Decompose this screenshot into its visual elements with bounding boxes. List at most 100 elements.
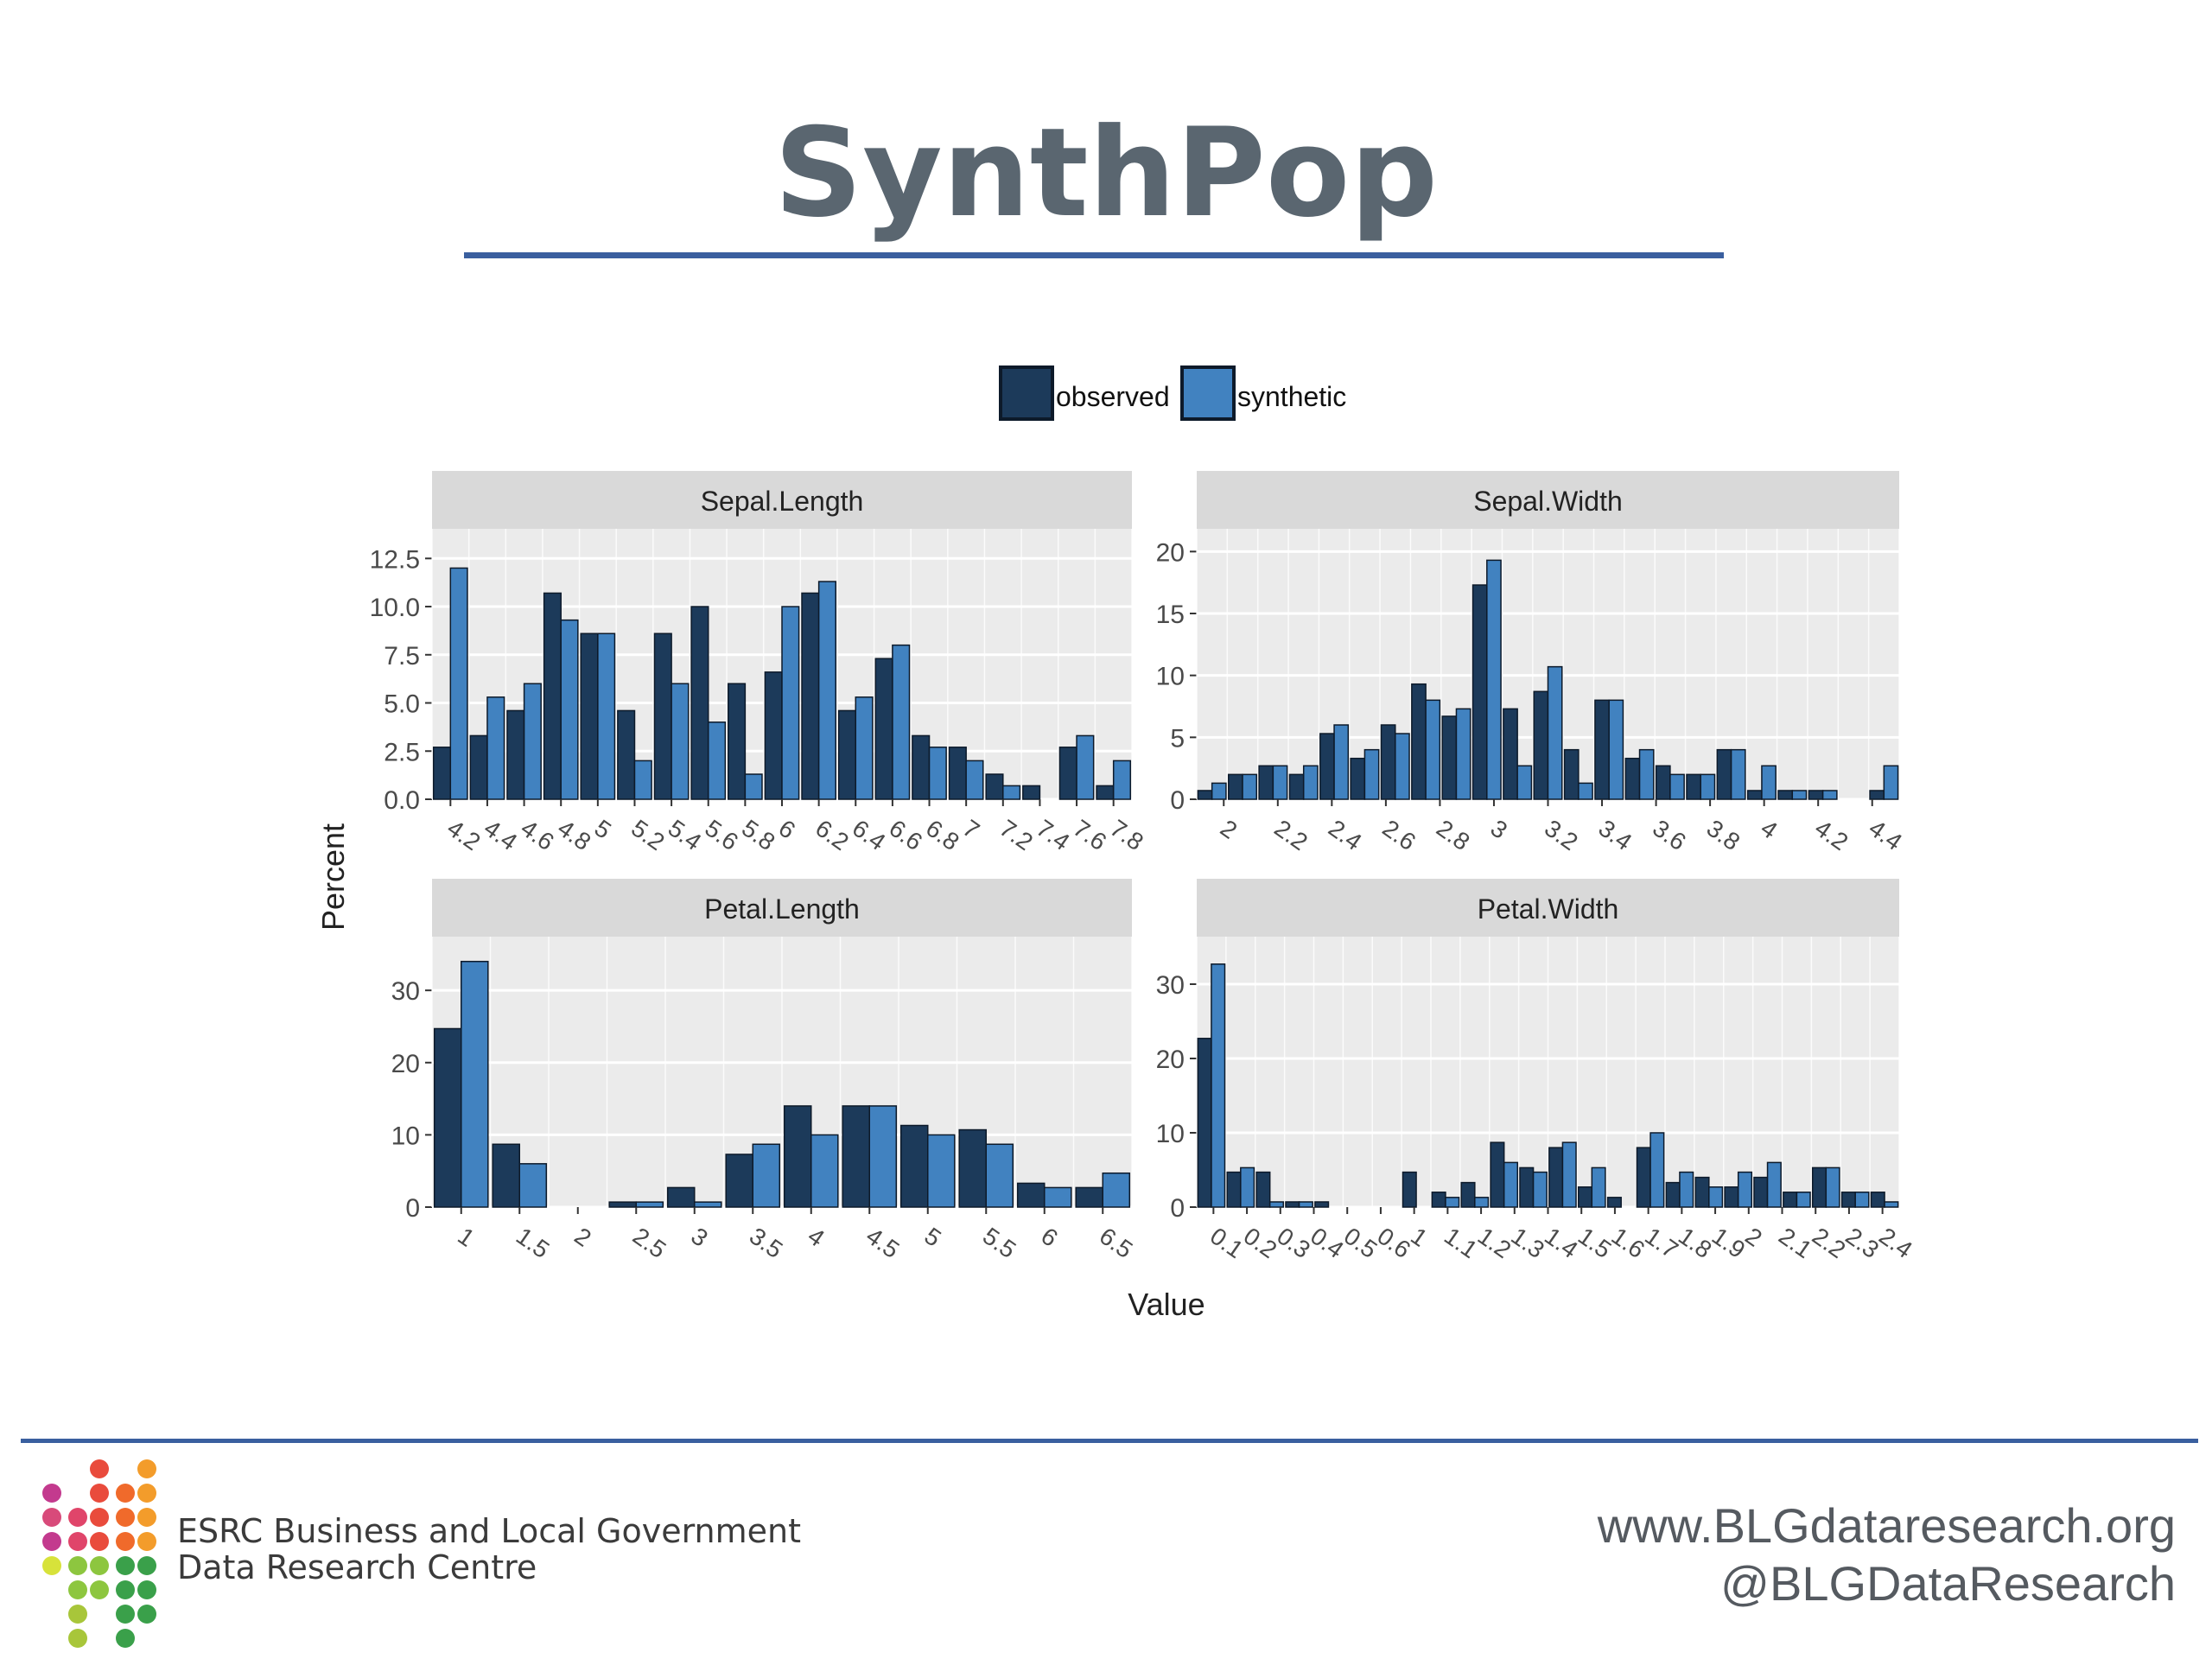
logo-dot [42,1556,61,1575]
logo-dot [68,1556,87,1575]
x-tick-label: 7.4 [1032,815,1075,856]
bar-synthetic [1268,1201,1285,1208]
logo-dot [68,1508,87,1527]
bar-synthetic [486,696,505,800]
bar-observed [874,658,893,800]
panel-sepal-width: Sepal.Width 0 5 10 15 20 2 2.2 2.4 2.6 2.8 3 3.2 3.4 3… [1156,471,1907,855]
bar-synthetic [1333,724,1350,800]
bar-synthetic [817,581,836,800]
bar-observed [1811,1166,1827,1208]
facet-strip [432,471,1132,529]
bar-observed [1686,773,1701,800]
facet-strip [1197,471,1899,529]
logo-dot [137,1556,156,1575]
bar-observed [1460,1181,1476,1208]
bar-observed [1753,1176,1769,1208]
bar-observed [1533,690,1549,800]
bar-observed [1255,1171,1271,1208]
footer-divider [21,1439,2198,1443]
legend-key-observed [999,365,1054,421]
bar-observed [1228,773,1243,800]
x-tick-label: 4.8 [553,815,596,856]
bar-synthetic [1700,773,1716,800]
bar-observed [1288,773,1305,800]
bar-synthetic [633,760,652,800]
bar-observed [1870,1192,1885,1208]
bar-synthetic [1240,1166,1255,1208]
logo-dot [137,1532,156,1551]
bar-synthetic [1102,1172,1131,1208]
bar-synthetic [1578,782,1593,800]
y-tick-label: 30 [1156,971,1185,1000]
bar-synthetic [1547,665,1563,800]
logo-dot [116,1580,135,1599]
x-tick-label: 4.2 [1810,815,1853,856]
bar-synthetic [671,683,690,800]
y-tick-label: 20 [1156,1046,1185,1074]
bar-synthetic [1044,1186,1072,1208]
x-tick-label: 6 [1036,1223,1063,1252]
bar-synthetic [1112,760,1132,800]
bar-observed [1746,790,1763,800]
x-tick-label: 5 [919,1223,946,1252]
bar-synthetic [1002,785,1021,800]
bar-synthetic [965,760,984,800]
bar-synthetic [1532,1171,1548,1208]
bar-synthetic [1796,1192,1811,1208]
bar-observed [1694,1176,1710,1208]
bar-synthetic [1821,790,1838,800]
x-tick-label: 6.6 [884,815,927,856]
y-tick-label: 10.0 [370,594,420,622]
bar-synthetic [1669,773,1685,800]
bar-observed [1808,790,1824,800]
bar-observed [1840,1192,1856,1208]
logo-dot [68,1532,87,1551]
logo-dot [68,1605,87,1624]
bar-observed [1411,683,1427,800]
bar-synthetic [1825,1166,1840,1208]
y-tick-label: 30 [391,977,420,1006]
bar-observed [1441,715,1458,800]
bar-observed [1022,785,1041,800]
y-tick-label: 0.0 [384,786,420,815]
bar-synthetic [1445,1197,1460,1208]
bar-observed [948,747,967,800]
bar-observed [1548,1147,1564,1208]
bar-synthetic [1737,1171,1753,1208]
bar-observed [1226,1171,1242,1208]
bar-observed [801,592,820,800]
x-tick-label: 5.2 [626,815,670,856]
bar-synthetic [1455,708,1471,800]
facet-strip-label: Petal.Length [704,893,860,925]
bar-synthetic [1730,748,1746,800]
x-tick-label: 3.2 [1540,815,1583,856]
bar-synthetic [1302,765,1319,800]
x-tick-label: 7 [958,815,985,844]
y-tick-label: 10 [1156,1120,1185,1148]
facet-strip-label: Sepal.Length [701,486,864,517]
bar-observed [1380,724,1396,800]
twitter-handle[interactable]: @BLGDataResearch [1720,1556,2176,1611]
bar-synthetic [1298,1201,1313,1208]
logo-dot [42,1484,61,1503]
logo-dot [68,1629,87,1648]
logo-dot [116,1556,135,1575]
bar-observed [764,671,783,800]
x-tick-label: 2 [1216,815,1243,844]
bar-observed [1350,757,1366,800]
bar-synthetic [1363,748,1380,800]
website-link[interactable]: www.BLGdataresearch.org [1597,1498,2176,1553]
x-tick-label: 4.4 [480,815,523,856]
logo-dot [90,1532,109,1551]
bar-synthetic [518,1163,548,1208]
bar-observed [1075,1186,1103,1208]
x-tick-label: 1 [453,1223,480,1252]
x-tick-label: 3.8 [1702,815,1745,856]
x-tick-label: 4.4 [1864,815,1907,856]
bar-synthetic [1425,699,1441,800]
bar-observed [899,1124,929,1208]
bar-observed [1314,1201,1330,1208]
bar-observed [1606,1197,1622,1208]
bar-synthetic [597,632,616,800]
organisation-name-line2: Data Research Centre [177,1548,537,1586]
